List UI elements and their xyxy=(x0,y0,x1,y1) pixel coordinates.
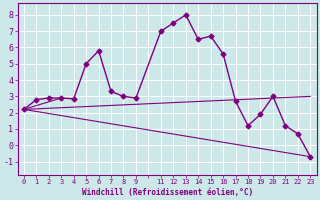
X-axis label: Windchill (Refroidissement éolien,°C): Windchill (Refroidissement éolien,°C) xyxy=(82,188,253,197)
